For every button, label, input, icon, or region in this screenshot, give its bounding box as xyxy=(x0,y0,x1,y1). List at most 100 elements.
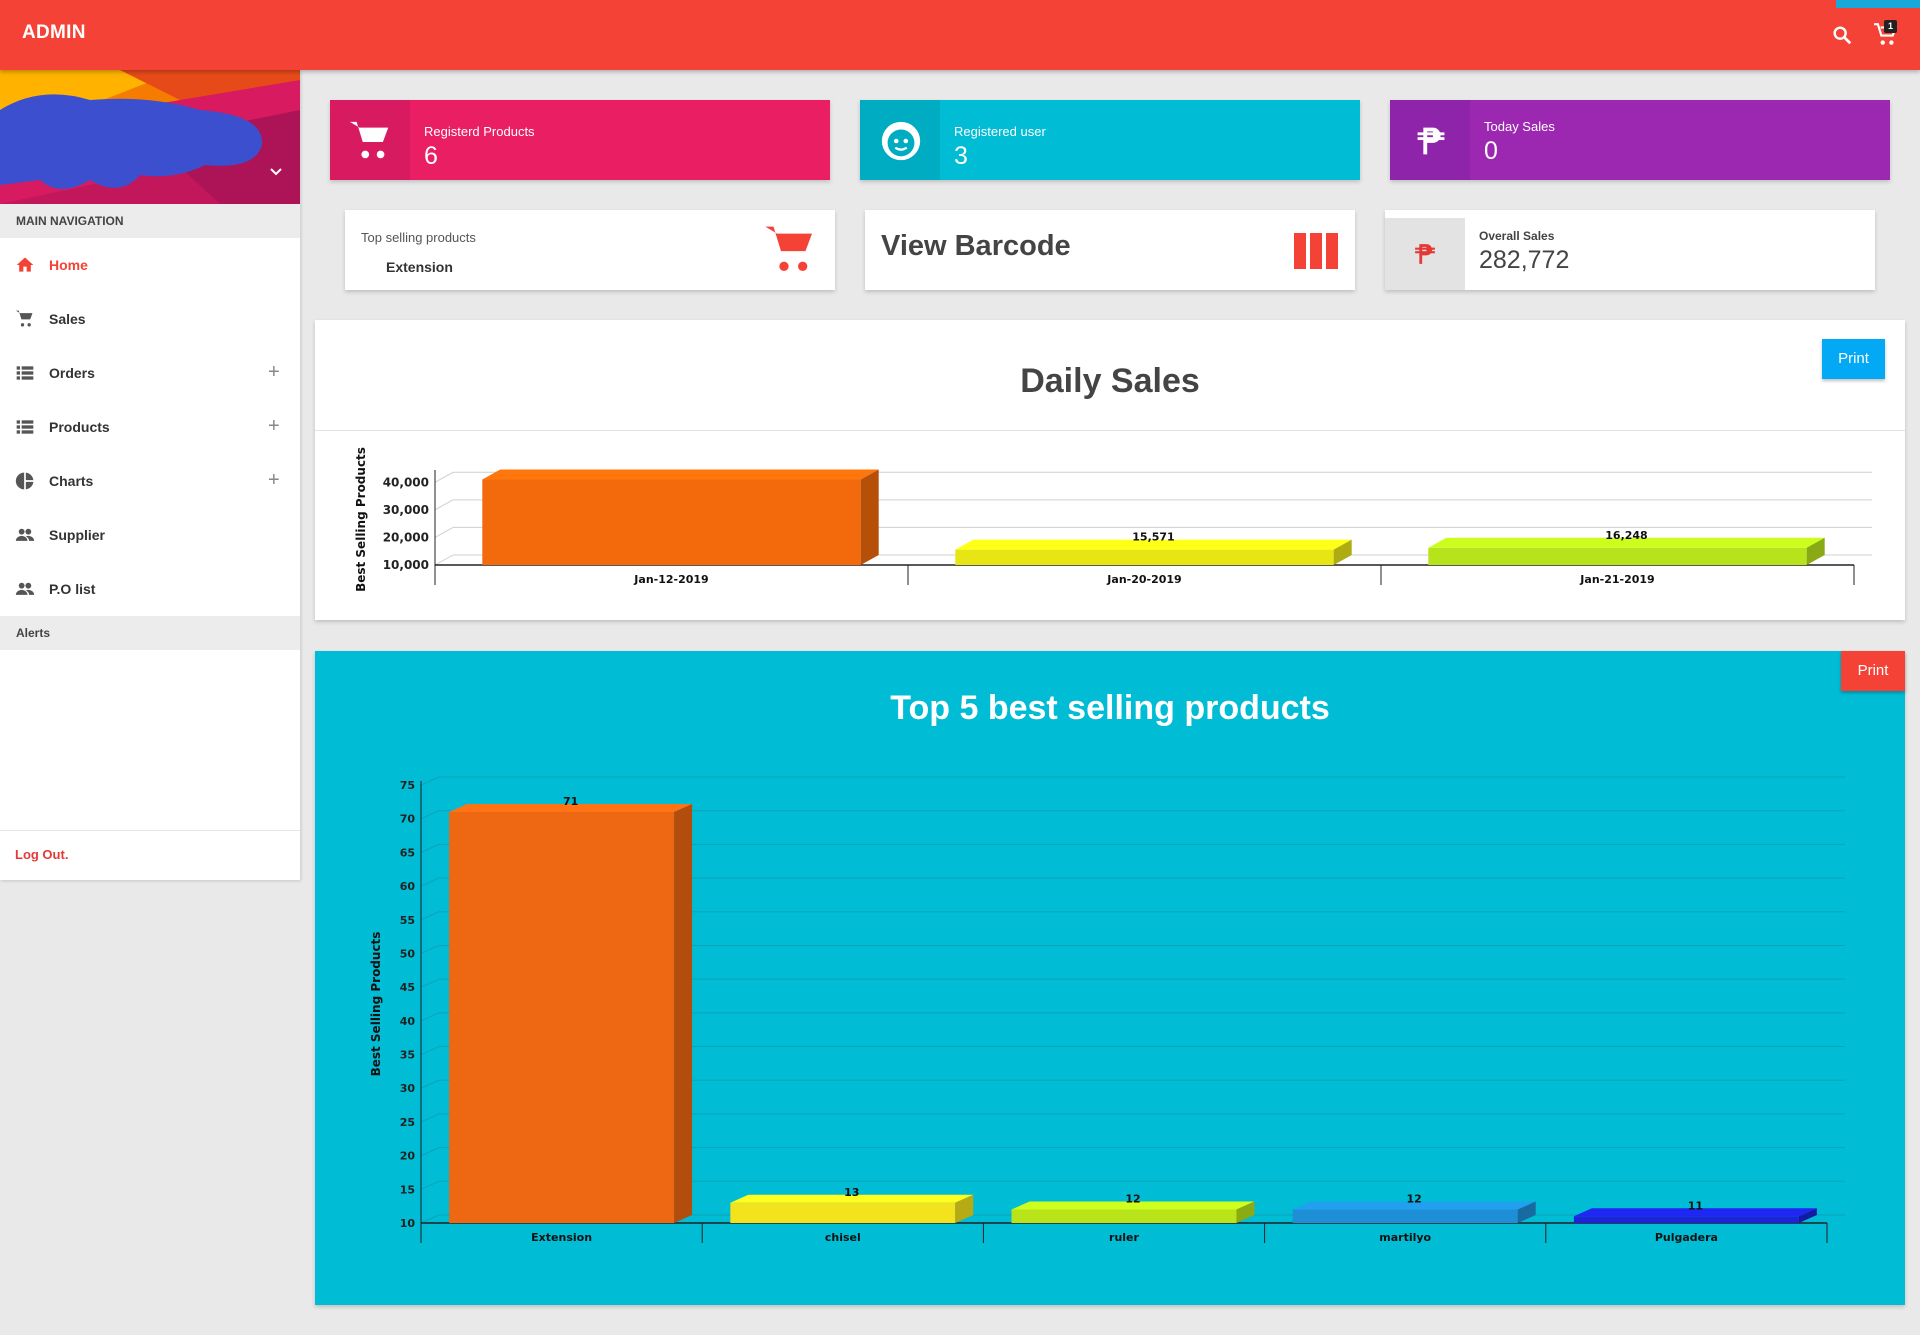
bar-side xyxy=(1806,537,1825,565)
y-axis-label: Best Selling Products xyxy=(354,447,368,592)
y-tick-label: 40 xyxy=(400,1015,416,1028)
data-label: 12 xyxy=(1407,1193,1422,1206)
daily-sales-card: Daily Sales Print 10,000 20,000 30,000 40,0… xyxy=(315,320,1905,620)
bar-front xyxy=(1428,547,1807,565)
bar-top xyxy=(449,803,693,812)
data-label: 13 xyxy=(844,1186,859,1199)
search-icon[interactable] xyxy=(1831,24,1853,46)
sidebar-item-orders[interactable]: Orders + xyxy=(0,346,300,400)
gridline xyxy=(420,776,440,786)
overall-sales-box[interactable]: Overall Sales 282,772 xyxy=(1385,210,1875,290)
cart-icon xyxy=(349,121,389,159)
pie-chart-icon xyxy=(15,472,34,490)
icon-column xyxy=(330,100,410,180)
y-tick-label: 60 xyxy=(400,880,416,893)
chevron-down-icon[interactable] xyxy=(268,164,284,180)
top-products-chart: 10 15 20 25 30 35 40 45 50 55 60 65 70 75 Best Selling… xyxy=(369,776,1845,1244)
sidebar-item-products[interactable]: Products + xyxy=(0,400,300,454)
registered-user-box[interactable]: Registered user 3 xyxy=(860,100,1360,180)
bar-top xyxy=(1428,537,1825,548)
stat-label: Registerd Products xyxy=(424,124,535,139)
bar-top xyxy=(1011,1201,1255,1210)
y-tick-label: 50 xyxy=(400,947,416,960)
view-barcode-box[interactable]: View Barcode xyxy=(865,210,1355,290)
bar-front xyxy=(730,1202,956,1223)
main-navigation-header: MAIN NAVIGATION xyxy=(0,204,300,238)
y-tick-label: 30 xyxy=(400,1082,416,1095)
bar-front xyxy=(449,811,675,1223)
gridline xyxy=(434,554,454,566)
y-tick-label: 35 xyxy=(400,1049,415,1062)
logout-link[interactable]: Log Out. xyxy=(15,847,69,862)
gridline xyxy=(420,843,440,853)
sidebar-item-supplier[interactable]: Supplier xyxy=(0,508,300,562)
y-tick-label: 10 xyxy=(400,1217,416,1230)
bar-pulgadera[interactable] xyxy=(1573,1208,1817,1223)
today-sales-box[interactable]: Today Sales 0 xyxy=(1390,100,1890,180)
bar-chisel[interactable] xyxy=(730,1194,974,1223)
sidebar-item-sales[interactable]: Sales xyxy=(0,292,300,346)
sidebar-item-label: Charts xyxy=(49,473,94,489)
chart-title: Top 5 best selling products xyxy=(890,689,1330,727)
bar-side xyxy=(955,1194,974,1223)
cart-count-badge: 1 xyxy=(1884,20,1897,33)
print-button[interactable]: Print xyxy=(1841,651,1905,691)
sidebar-item-label: Home xyxy=(49,257,88,273)
list-icon xyxy=(16,420,34,434)
registered-products-box[interactable]: Registerd Products 6 xyxy=(330,100,830,180)
icon-column xyxy=(860,100,940,180)
top-selling-label: Top selling products xyxy=(361,230,476,245)
gridline xyxy=(420,1012,440,1022)
expand-icon[interactable]: + xyxy=(268,361,280,383)
stat-label: Registered user xyxy=(954,124,1046,139)
bar-jan-12-2019[interactable] xyxy=(482,469,879,565)
app-brand[interactable]: ADMIN xyxy=(22,22,86,43)
bar-top xyxy=(1573,1208,1817,1217)
y-tick-label: 40,000 xyxy=(383,475,429,489)
y-tick-label: 65 xyxy=(400,846,415,859)
gridline xyxy=(420,1214,440,1224)
icon-column xyxy=(1385,218,1465,290)
bar-jan-20-2019[interactable] xyxy=(955,539,1352,565)
stat-value: 6 xyxy=(424,142,438,170)
bar-jan-21-2019[interactable] xyxy=(1428,537,1825,565)
gridline xyxy=(420,978,440,988)
people-icon xyxy=(15,528,35,541)
x-tick-label: Jan-12-2019 xyxy=(633,573,708,586)
bar-top xyxy=(730,1194,974,1203)
x-tick-label: Pulgadera xyxy=(1655,1231,1718,1244)
x-tick-label: chisel xyxy=(825,1231,861,1244)
top-navbar: ADMIN 1 xyxy=(0,0,1920,70)
expand-icon[interactable]: + xyxy=(268,469,280,491)
bar-front xyxy=(482,479,861,565)
bar-extension[interactable] xyxy=(449,803,693,1223)
top-products-card: Top 5 best selling products Print 10 15 20… xyxy=(315,651,1905,1305)
list-icon xyxy=(16,366,34,380)
bar-side xyxy=(674,803,693,1223)
bar-side xyxy=(860,469,879,565)
sidebar-item-home[interactable]: Home xyxy=(0,238,300,292)
x-tick-label: Jan-21-2019 xyxy=(1579,573,1654,586)
bar-ruler[interactable] xyxy=(1011,1201,1255,1223)
data-label: 16,248 xyxy=(1605,529,1647,542)
sidebar-item-charts[interactable]: Charts + xyxy=(0,454,300,508)
cart-icon xyxy=(15,310,33,327)
sidebar-item-po-list[interactable]: P.O list xyxy=(0,562,300,616)
gridline xyxy=(420,911,440,921)
y-tick-label: 25 xyxy=(400,1116,415,1129)
top-accent-bar xyxy=(1836,0,1920,8)
top-selling-box[interactable]: Top selling products Extension xyxy=(345,210,835,290)
bar-side xyxy=(1517,1201,1536,1223)
home-icon xyxy=(16,257,34,272)
print-button[interactable]: Print xyxy=(1822,339,1885,379)
bar-side xyxy=(1798,1208,1817,1223)
expand-icon[interactable]: + xyxy=(268,415,280,437)
gridline xyxy=(434,471,454,483)
y-tick-label: 10,000 xyxy=(383,558,429,572)
sidebar: MAIN NAVIGATION Home Sales Orders + Prod… xyxy=(0,70,300,880)
y-tick-label: 45 xyxy=(400,981,415,994)
x-tick-label: martilyo xyxy=(1379,1231,1431,1244)
view-barcode-label: View Barcode xyxy=(881,230,1071,262)
data-label: 11 xyxy=(1688,1199,1703,1212)
bar-martilyo[interactable] xyxy=(1292,1201,1536,1223)
